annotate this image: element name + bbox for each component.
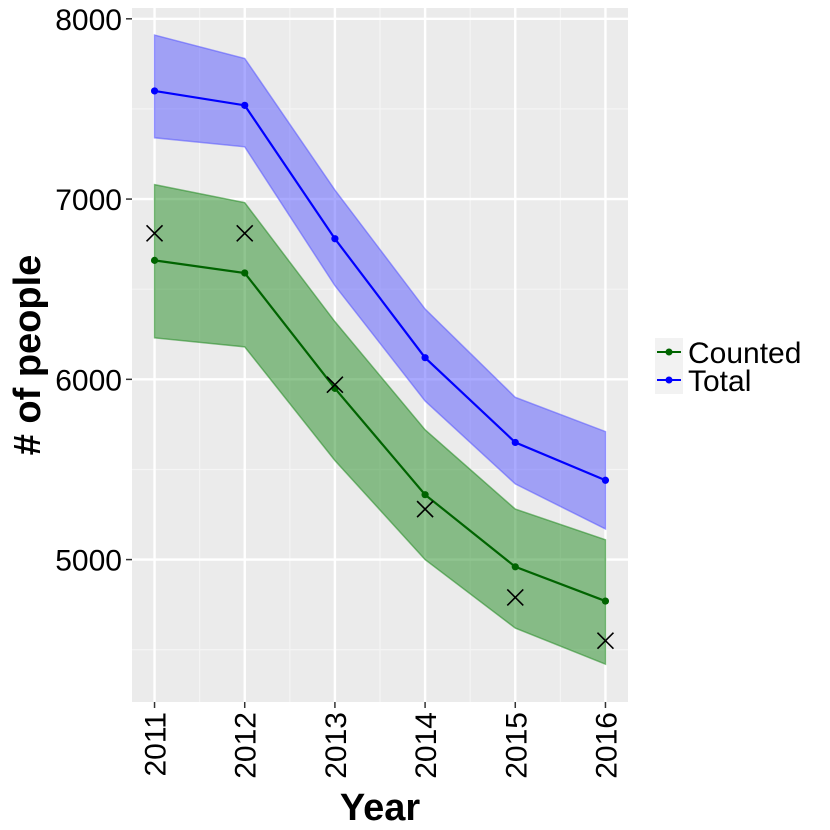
legend-label-total: Total: [688, 365, 751, 398]
x-axis-title: Year: [340, 787, 421, 829]
x-tick-label-0: 2011: [140, 712, 173, 777]
point-counted-2015: [511, 563, 519, 571]
point-counted-2011: [150, 256, 159, 264]
observed-marker-layer: [145, 224, 615, 650]
point-counted-2012: [241, 269, 249, 277]
x-tick-label-1: 2012: [230, 712, 263, 779]
band-counted: [153, 183, 607, 666]
point-total-2016: [601, 476, 610, 484]
observed-marker-2015: [506, 588, 524, 607]
y-tick-label-0: 5000: [55, 545, 122, 578]
point-total-2011: [150, 87, 159, 95]
observed-marker-2014: [416, 500, 434, 518]
observed-marker-2011: [145, 224, 164, 242]
line-counted: [154, 259, 606, 603]
x-tick-label-2: 2013: [320, 712, 353, 779]
legend-point-total: [665, 376, 673, 384]
legend-item-total: Total: [655, 365, 751, 398]
line-total: [154, 89, 606, 482]
x-tick-label-3: 2014: [410, 712, 443, 779]
band-total: [153, 34, 607, 531]
point-total-2014: [421, 354, 429, 362]
x-tick-label-5: 2016: [590, 712, 623, 779]
point-total-2013: [331, 235, 339, 243]
axis-layer: 5000 6000 7000 8000 2011 2012 2013 2014 2015 2016: [55, 4, 623, 779]
line-layer: [154, 89, 606, 603]
y-tick-label-2: 7000: [55, 184, 122, 217]
y-tick-label-1: 6000: [55, 364, 122, 397]
observed-marker-2016: [596, 632, 615, 650]
point-total-2012: [241, 101, 249, 109]
legend-item-counted: Counted: [655, 337, 801, 370]
observed-marker-2013: [326, 376, 344, 394]
x-tick-label-4: 2015: [500, 712, 533, 779]
point-counted-2016: [601, 597, 610, 605]
legend: Counted Total: [655, 337, 801, 398]
point-counted-2014: [421, 491, 429, 499]
y-axis-title: # of people: [7, 255, 49, 456]
observed-marker-2012: [236, 224, 254, 242]
legend-label-counted: Counted: [688, 337, 801, 370]
point-layer: [150, 87, 610, 605]
band-layer: [153, 34, 607, 666]
legend-point-counted: [665, 348, 673, 356]
y-tick-label-3: 8000: [55, 4, 122, 37]
point-total-2015: [511, 438, 519, 447]
